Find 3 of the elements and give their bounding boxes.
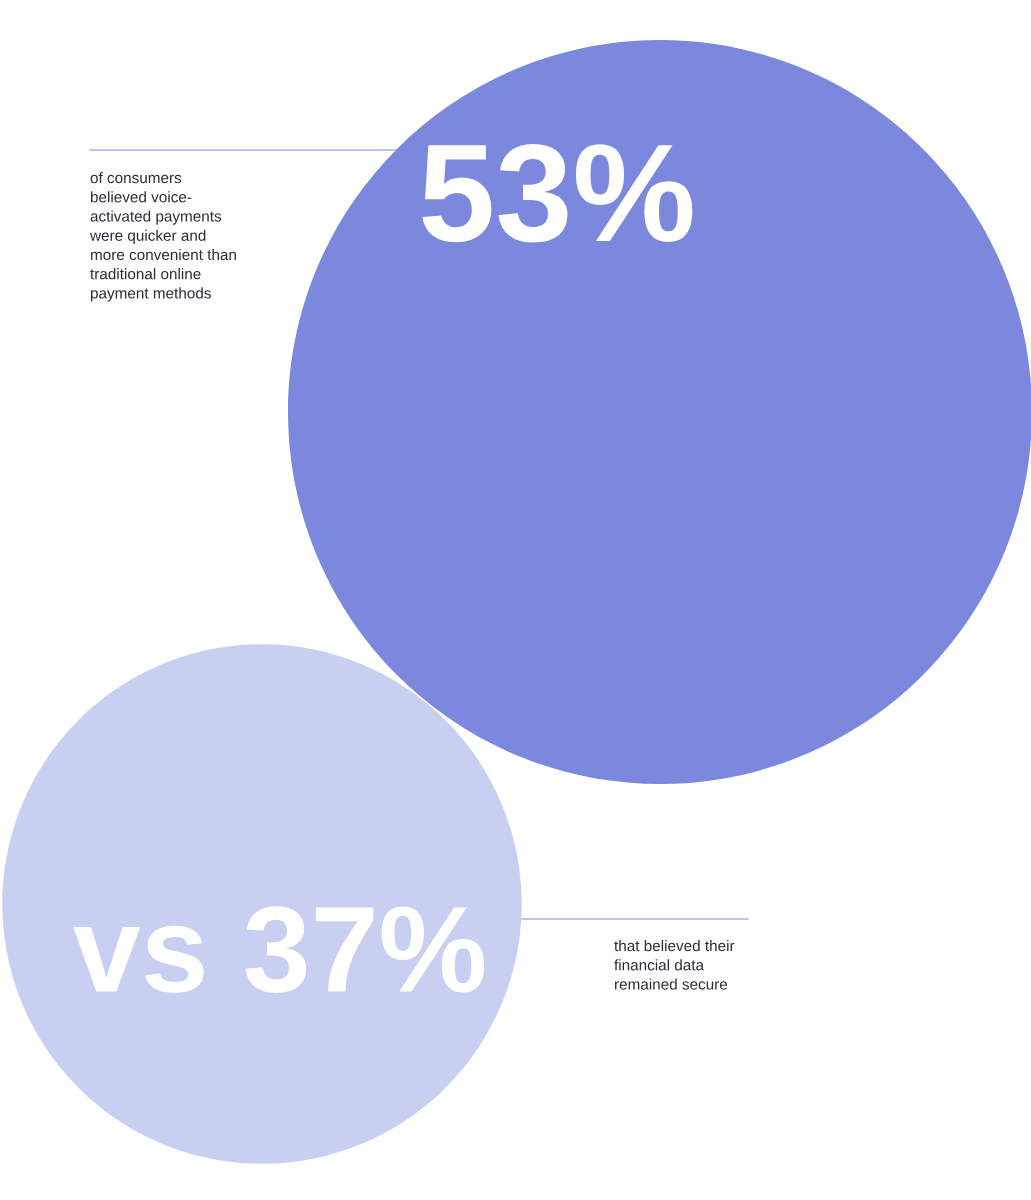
data-label: 53% [422, 143, 693, 243]
category-label: of consumers believed voice- activated payments were quicker and more convenient than traditional online payment methods [89, 172, 236, 302]
category-label: that believed their financial data remained secure [614, 940, 735, 990]
